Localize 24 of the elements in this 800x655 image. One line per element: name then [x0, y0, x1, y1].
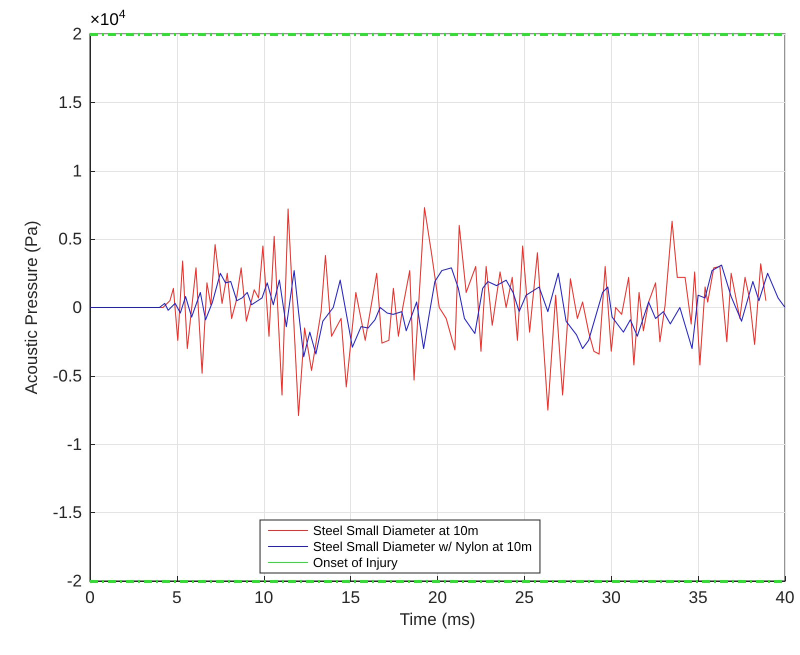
y-tick-label: -1: [66, 434, 82, 454]
x-tick-label: 10: [254, 588, 274, 607]
y-tick-label: -0.5: [52, 366, 82, 386]
legend-label: Onset of Injury: [313, 555, 398, 570]
x-axis-title: Time (ms): [400, 610, 476, 629]
y-tick-label: 2: [72, 24, 82, 44]
y-tick-label: -2: [66, 572, 82, 590]
y-tick-label: 0: [72, 298, 82, 317]
x-tick-label: 25: [514, 588, 534, 607]
x-tick-label: 35: [688, 588, 708, 607]
y-axis-title: Acoustic Pressure (Pa): [22, 220, 41, 394]
x-tick-label: 30: [602, 588, 621, 607]
y-tick-label: -1.5: [52, 503, 82, 522]
line-series: [90, 264, 786, 358]
x-tick-label: 40: [776, 588, 794, 607]
legend-label: Steel Small Diameter at 10m: [313, 523, 478, 538]
x-tick-label: 20: [428, 588, 447, 607]
y-tick-label: 1: [72, 161, 82, 180]
y-tick-label: 1.5: [58, 92, 82, 112]
legend-label: Steel Small Diameter w/ Nylon at 10m: [313, 539, 532, 554]
x-tick-label: 0: [85, 588, 95, 607]
x-tick-label: 15: [341, 588, 360, 607]
x-tick-label: 5: [172, 588, 182, 607]
y-tick-label: 0.5: [58, 230, 82, 249]
